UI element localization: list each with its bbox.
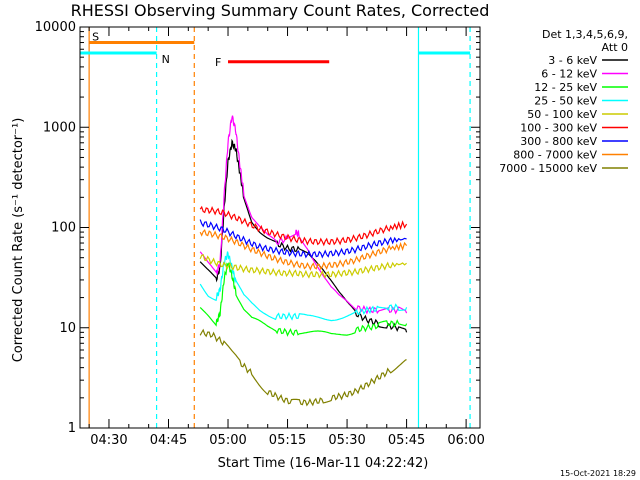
legend-entry-label: 3 - 6 keV <box>548 54 597 67</box>
series-line-8 <box>199 228 408 271</box>
y-axis-label-group: Corrected Count Rate (s⁻¹ detector⁻¹) <box>11 118 26 363</box>
axes-layer: 1 10 100 1000 10000 04:30 04:45 05:00 05:15 05:30… <box>35 20 485 448</box>
x-tick-label: 05:45 <box>388 433 425 448</box>
y-tick-label: 10 <box>59 321 76 336</box>
x-tick-label: 05:30 <box>328 433 365 448</box>
series-line-5 <box>199 254 407 279</box>
x-tick-label: 04:45 <box>150 433 187 448</box>
legend-entry-label: 25 - 50 keV <box>534 95 597 108</box>
series-line-9 <box>199 328 407 407</box>
legend-entry-label: 7000 - 15000 keV <box>499 162 597 175</box>
observing-segments-layer: S N F <box>80 27 471 428</box>
legend-header-line-1: Det 1,3,4,5,6,9, <box>542 28 628 41</box>
y-tick-label: 10000 <box>35 20 76 35</box>
series-line-3 <box>199 262 408 337</box>
legend-entry-label: 50 - 100 keV <box>527 108 597 121</box>
x-axis-label: Start Time (16-Mar-11 04:22:42) <box>218 456 429 471</box>
legend-entry-label: 100 - 300 keV <box>520 122 597 135</box>
series-line-4 <box>199 251 408 322</box>
legend-entry-label: 300 - 800 keV <box>520 135 597 148</box>
series-line-1 <box>199 138 408 333</box>
observing-segment-label: N <box>162 53 170 66</box>
legend-entry-label: 6 - 12 keV <box>541 68 597 81</box>
x-tick-label: 04:30 <box>90 433 127 448</box>
timestamp: 15-Oct-2021 18:29 <box>560 469 636 478</box>
x-tick-label: 06:00 <box>447 433 484 448</box>
x-tick-label: 05:15 <box>269 433 306 448</box>
series-line-2 <box>199 115 408 315</box>
y-tick-label: 100 <box>51 221 76 236</box>
legend-header-line-2: Att 0 <box>602 41 628 54</box>
observing-segment-label: F <box>215 56 221 69</box>
y-axis-label: Corrected Count Rate (s⁻¹ detector⁻¹) <box>11 118 26 363</box>
legend-entry-label: 800 - 7000 keV <box>513 149 597 162</box>
series-layer <box>199 115 408 407</box>
y-tick-label: 1000 <box>43 120 76 135</box>
series-line-7 <box>199 219 407 259</box>
y-tick-label: 1 <box>68 421 76 436</box>
chart-title: RHESSI Observing Summary Count Rates, Co… <box>71 1 490 20</box>
x-tick-label: 05:00 <box>209 433 246 448</box>
observing-segment-label: S <box>92 31 99 44</box>
legend-entry-label: 12 - 25 keV <box>534 81 597 94</box>
series-line-6 <box>199 205 408 247</box>
